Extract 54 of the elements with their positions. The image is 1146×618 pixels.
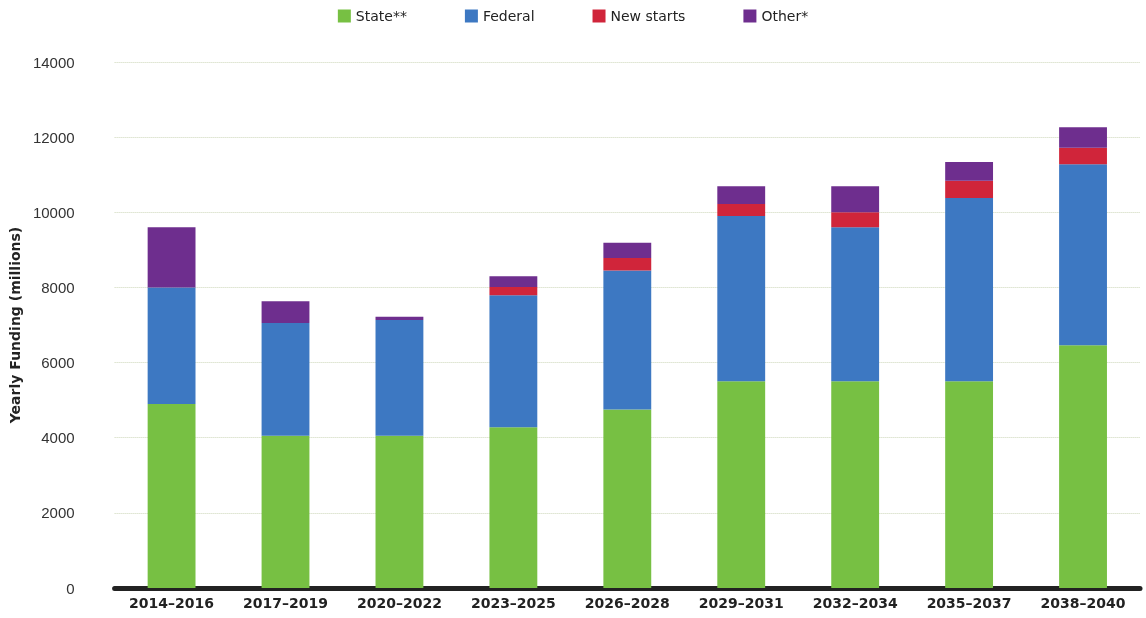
- legend-label: Other*: [761, 8, 809, 24]
- x-tick-label: 2032–2034: [812, 595, 898, 611]
- bar: [717, 204, 766, 217]
- bar: [375, 320, 424, 436]
- bar: [831, 381, 880, 588]
- bar: [945, 161, 994, 181]
- x-tick-label: 2029–2031: [698, 595, 784, 611]
- bar: [489, 276, 538, 288]
- bar: [945, 198, 994, 382]
- bar: [1059, 164, 1107, 346]
- bar: [831, 186, 880, 213]
- bar: [603, 258, 652, 271]
- bar: [147, 287, 196, 404]
- bar: [831, 227, 880, 382]
- x-tick-label: 2014–2016: [129, 595, 215, 611]
- bar: [147, 227, 196, 288]
- y-axis-title: Yearly Funding (millions): [7, 226, 23, 425]
- y-tick-label: 0: [66, 579, 75, 597]
- bar: [261, 435, 310, 588]
- x-tick-label: 2026–2028: [584, 595, 670, 611]
- y-tick-label: 4000: [41, 429, 75, 447]
- bar: [147, 403, 196, 588]
- bar: [603, 409, 652, 588]
- y-tick-label: 8000: [41, 278, 75, 296]
- bar: [945, 381, 994, 588]
- bar: [1059, 345, 1107, 588]
- bar: [261, 323, 310, 436]
- x-tick-label: 2035–2037: [926, 595, 1012, 611]
- bar: [489, 427, 538, 588]
- bar: [375, 435, 424, 588]
- bar: [717, 216, 766, 382]
- legend-label: Federal: [482, 8, 535, 24]
- y-tick-label: 10000: [32, 203, 75, 221]
- x-tick-label: 2020–2022: [356, 595, 442, 611]
- x-tick-label: 2017–2019: [243, 595, 328, 611]
- bar: [603, 270, 652, 410]
- bar: [489, 295, 538, 428]
- x-tick-label: 2038–2040: [1040, 595, 1126, 611]
- legend-label: New starts: [610, 8, 686, 24]
- x-tick-label: 2023–2025: [470, 595, 556, 611]
- bar: [1059, 127, 1107, 148]
- bar: [489, 287, 538, 296]
- bar: [1059, 147, 1107, 165]
- y-tick-label: 12000: [32, 128, 75, 146]
- legend-label: State**: [355, 8, 407, 24]
- bar: [945, 180, 994, 199]
- y-tick-label: 2000: [41, 504, 75, 522]
- bar: [717, 186, 766, 205]
- bar: [603, 242, 652, 259]
- bar: [717, 381, 766, 588]
- y-tick-label: 6000: [41, 354, 75, 372]
- y-tick-label: 14000: [32, 53, 75, 71]
- bar: [261, 301, 310, 324]
- bar: [831, 212, 880, 228]
